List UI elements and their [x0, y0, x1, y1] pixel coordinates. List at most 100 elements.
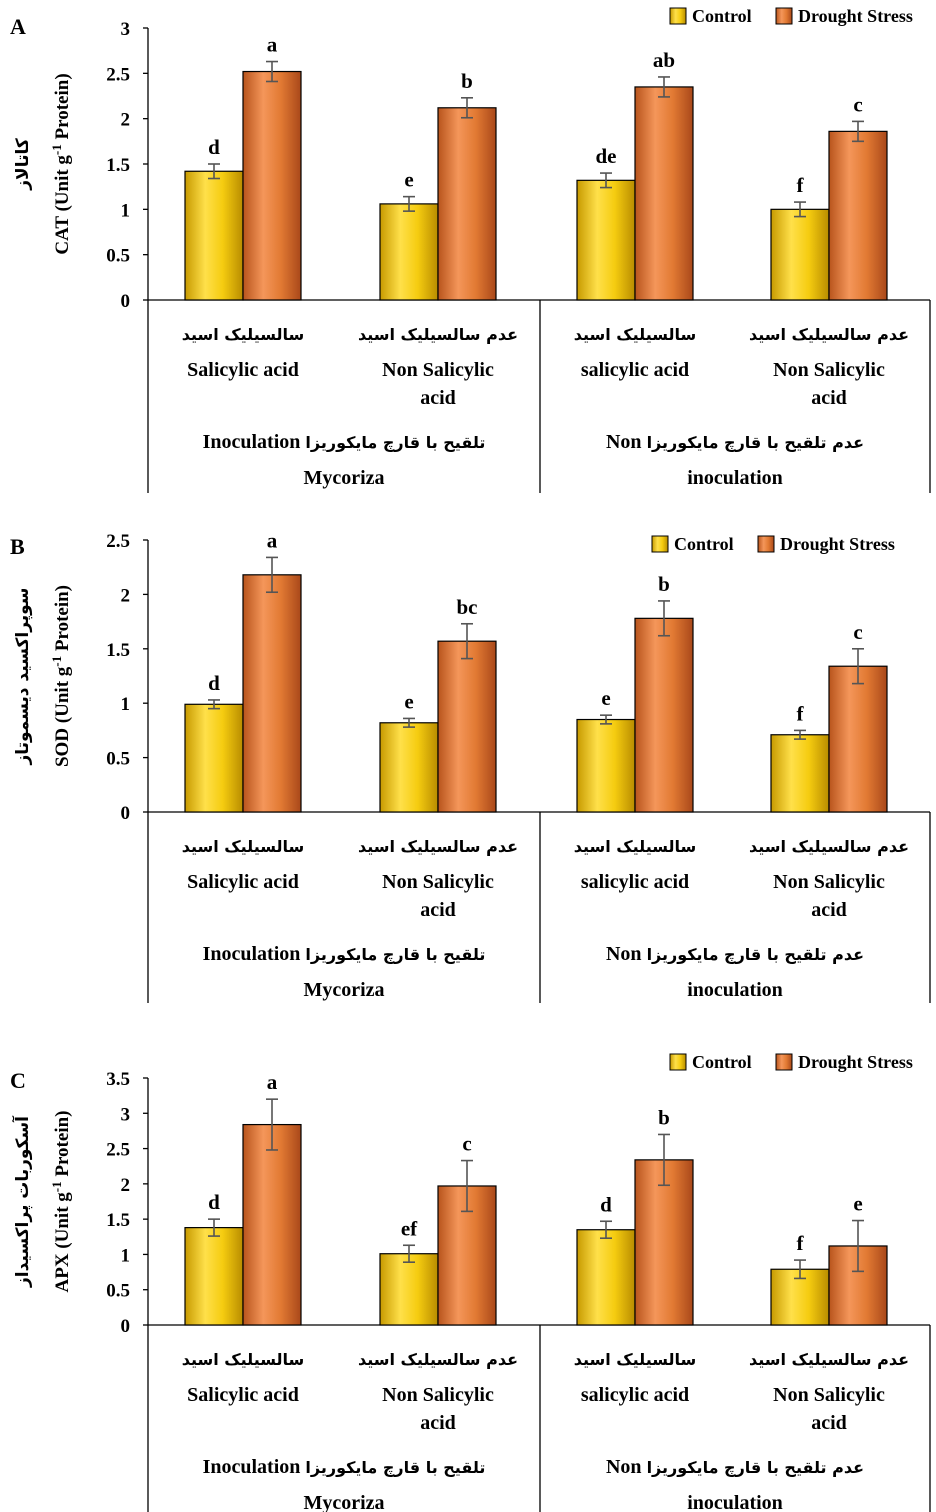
category-label-line2: acid	[420, 1412, 456, 1434]
significance-letter: d	[208, 135, 220, 159]
chart-panel-A: A 0 0.5 1 1.5 2 2.5 3 CAT (Unit g-1 Protein) کاتا…	[10, 6, 931, 493]
significance-letter: a	[267, 33, 278, 57]
significance-letter: bc	[457, 595, 478, 619]
category-label: Salicylic acid	[187, 871, 299, 893]
category-label-fa: سالسیلیک اسید	[574, 325, 697, 344]
y-tick-label: 1.5	[106, 640, 130, 661]
legend-swatch-control	[669, 1053, 687, 1071]
category-label-line2: acid	[420, 387, 456, 409]
bar-drought	[828, 665, 888, 813]
panel-letter: C	[10, 1068, 26, 1093]
significance-letter: ef	[401, 1216, 418, 1240]
bar-drought	[437, 640, 497, 813]
y-tick-label: 1.5	[106, 155, 130, 176]
category-label: Non Salicylic	[382, 359, 494, 381]
y-tick-label: 0.5	[106, 1281, 130, 1302]
bar-control	[576, 1229, 636, 1326]
legend-swatch-drought	[757, 535, 775, 553]
y-tick-label: 3	[121, 1104, 131, 1125]
significance-letter: b	[658, 1105, 670, 1129]
significance-letter: a	[267, 528, 278, 552]
bar-control	[379, 1253, 439, 1326]
category-label-fa: عدم سالسیلیک اسید	[749, 837, 909, 856]
group-label: Inoculation تلقیح با قارچ مایکوریزا	[203, 943, 486, 965]
y-tick-label: 1	[121, 1245, 131, 1266]
category-label: salicylic acid	[581, 871, 689, 893]
significance-letter: e	[404, 168, 413, 192]
legend-label-drought: Drought Stress	[780, 534, 895, 554]
y-tick-label: 0.5	[106, 749, 130, 770]
legend-swatch-control	[669, 7, 687, 25]
bar-drought	[828, 130, 888, 301]
legend-label-control: Control	[692, 6, 752, 26]
group-label-line2: Mycoriza	[303, 467, 384, 489]
bar-drought	[242, 70, 302, 301]
significance-letter: a	[267, 1070, 278, 1094]
group-label: Non عدم تلقیح با قارچ مایکوریزا	[606, 431, 864, 453]
significance-letter: ab	[653, 48, 675, 72]
panel-letter: B	[10, 534, 25, 559]
y-axis-label: SOD (Unit g-1 Protein)	[49, 585, 73, 767]
category-label: salicylic acid	[581, 1384, 689, 1406]
category-label-line2: acid	[811, 1412, 847, 1434]
legend-label-drought: Drought Stress	[798, 1052, 913, 1072]
category-label-fa: سالسیلیک اسید	[182, 325, 305, 344]
group-label-line2: Mycoriza	[303, 979, 384, 1001]
group-label: Non عدم تلقیح با قارچ مایکوریزا	[606, 1456, 864, 1478]
significance-letter: e	[853, 1192, 862, 1216]
y-axis-label-fa: کاتالاز	[13, 138, 33, 191]
significance-letter: f	[797, 173, 805, 197]
y-tick-label: 2.5	[106, 64, 130, 85]
category-label: Non Salicylic	[773, 871, 885, 893]
legend-swatch-drought	[775, 1053, 793, 1071]
significance-letter: b	[461, 69, 473, 93]
bar-drought	[437, 107, 497, 301]
category-label-fa: عدم سالسیلیک اسید	[358, 837, 518, 856]
significance-letter: e	[601, 686, 610, 710]
y-axis-label: CAT (Unit g-1 Protein)	[49, 73, 73, 254]
bar-drought	[242, 574, 302, 813]
category-label-fa: سالسیلیک اسید	[574, 837, 697, 856]
bar-drought	[242, 1123, 302, 1326]
group-label-line2: inoculation	[687, 467, 783, 489]
y-axis-label-fa: آسکوربات پراکسیداز	[11, 1115, 33, 1288]
bar-control	[379, 203, 439, 301]
significance-letter: de	[596, 144, 617, 168]
category-label: Salicylic acid	[187, 359, 299, 381]
group-label-line2: inoculation	[687, 979, 783, 1001]
y-tick-label: 2.5	[106, 1140, 130, 1161]
significance-letter: d	[600, 1192, 612, 1216]
y-tick-label: 0	[121, 291, 131, 312]
category-label-fa: سالسیلیک اسید	[182, 1350, 305, 1369]
y-tick-label: 2.5	[106, 531, 130, 552]
group-label-line2: Mycoriza	[303, 1492, 384, 1512]
bar-control	[184, 170, 244, 301]
y-tick-label: 0.5	[106, 246, 130, 267]
group-label: Inoculation تلقیح با قارچ مایکوریزا	[203, 1456, 486, 1478]
category-label-fa: عدم سالسیلیک اسید	[358, 325, 518, 344]
significance-letter: c	[853, 620, 862, 644]
significance-letter: e	[404, 689, 413, 713]
significance-letter: d	[208, 1190, 220, 1214]
significance-letter: f	[797, 1231, 805, 1255]
bar-control	[379, 722, 439, 813]
panel-letter: A	[10, 14, 26, 39]
significance-letter: c	[462, 1132, 471, 1156]
bar-drought	[634, 86, 694, 301]
category-label-fa: سالسیلیک اسید	[574, 1350, 697, 1369]
bar-drought	[634, 617, 694, 813]
bar-control	[576, 179, 636, 301]
y-tick-label: 3	[121, 19, 131, 40]
legend-label-control: Control	[692, 1052, 752, 1072]
chart-panel-C: C 0 0.5 1 1.5 2 2.5 3 3.5 APX (Unit g-1 Protein) آ…	[10, 1052, 931, 1512]
significance-letter: c	[853, 92, 862, 116]
y-axis-label-fa: سوپراکسید دیسموتاز	[13, 587, 33, 765]
significance-letter: b	[658, 572, 670, 596]
y-tick-label: 1	[121, 694, 131, 715]
category-label-line2: acid	[811, 387, 847, 409]
group-label: Inoculation تلقیح با قارچ مایکوریزا	[203, 431, 486, 453]
bar-control	[770, 208, 830, 301]
y-tick-label: 0	[121, 803, 131, 824]
y-tick-label: 2	[121, 110, 131, 131]
